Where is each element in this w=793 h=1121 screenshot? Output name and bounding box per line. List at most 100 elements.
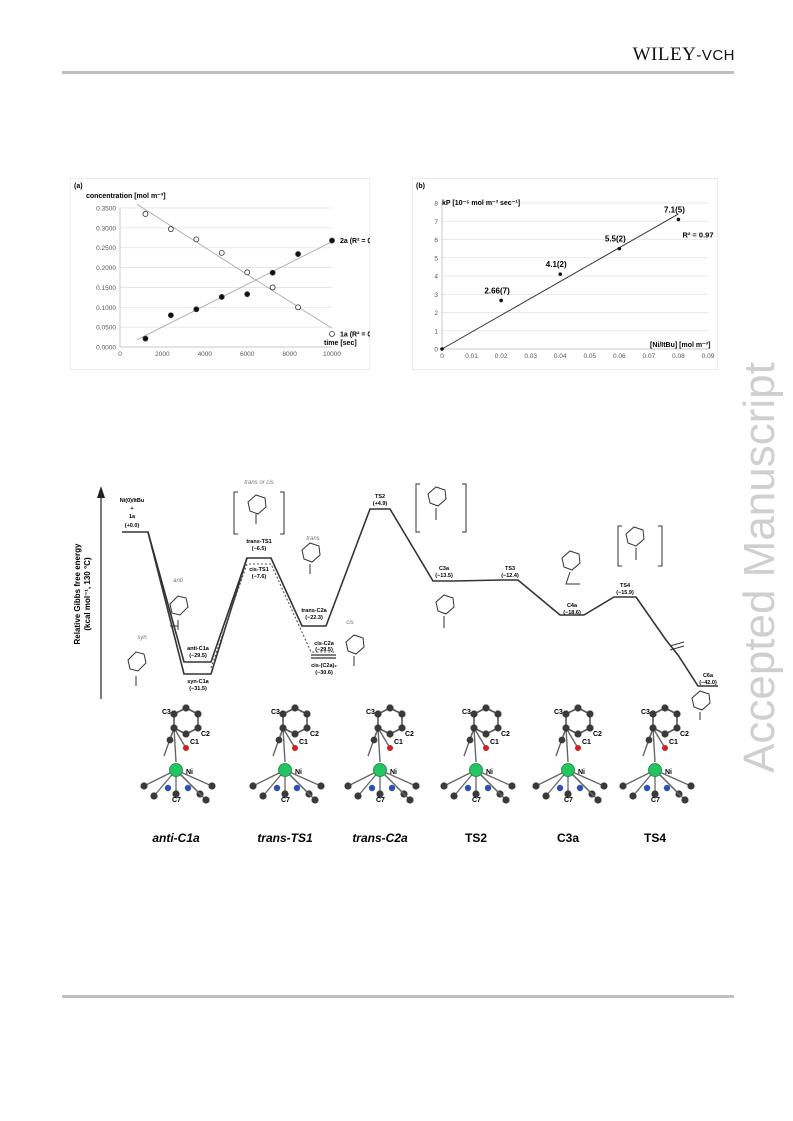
atom-label-ni: Ni (665, 769, 672, 776)
y-tick-label: 0.2000 (96, 265, 116, 272)
carbon-atom (574, 704, 582, 712)
bond (652, 727, 656, 763)
atom-label-c2: C2 (310, 731, 319, 738)
carbon-atom (194, 710, 202, 718)
x-tick-label: 8000 (282, 351, 297, 358)
atom-label-ni: Ni (295, 769, 302, 776)
atom-label-c7: C7 (651, 797, 660, 804)
x-tick-label: 0.08 (672, 353, 685, 360)
carbon-atom (311, 796, 319, 804)
state-label-anti-c1a: anti-C1a (187, 646, 210, 652)
nickel-atom (561, 763, 575, 777)
x-tick-label: 4000 (198, 351, 213, 358)
r-squared-annotation: R² = 0.97 (682, 230, 713, 239)
x-tick-label: 0 (440, 353, 444, 360)
atom-label-c2: C2 (593, 731, 602, 738)
state-value-ts3: (−12.4) (501, 573, 519, 579)
header-rule (62, 71, 734, 74)
x-axis-title: [Ni/ItBu] [mol m⁻³] (650, 342, 710, 349)
data-point (676, 217, 681, 222)
carbon-atom (562, 724, 570, 732)
oxygen-atom (483, 745, 489, 751)
data-point-2a (244, 291, 251, 298)
carbon-atom (182, 704, 190, 712)
x-tick-label: 0.06 (613, 353, 626, 360)
state-value-c4a: (−18.6) (563, 610, 581, 616)
state-value-syn-c1a: (−31.5) (189, 686, 207, 692)
tag-trans-or-cis: trans or cis (244, 480, 273, 486)
state-label-start-1a: 1a (129, 514, 136, 520)
carbon-atom (275, 736, 283, 744)
carbon-atom (303, 724, 311, 732)
y-tick-label: 0.2500 (96, 245, 116, 252)
structure-caption: C3a (557, 831, 579, 845)
nitrogen-atom (556, 784, 564, 792)
atom-label-c7: C7 (472, 797, 481, 804)
data-point-1a (244, 269, 251, 276)
data-point-1a (167, 226, 174, 232)
carbon-atom (398, 724, 406, 732)
state-label-trans-c2a: trans-C2a (301, 608, 327, 614)
atom-label-c3: C3 (366, 709, 375, 716)
bond (282, 727, 286, 763)
molecule-sketch-c4a (561, 550, 581, 585)
state-value-ts2: (+4.9) (373, 501, 388, 507)
structure-caption: trans-TS1 (257, 831, 313, 845)
carbon-atom (470, 724, 478, 732)
tag-trans: trans (306, 536, 319, 542)
oxygen-atom (575, 745, 581, 751)
bond (565, 727, 579, 749)
y-tick-label: 0 (434, 347, 438, 354)
x-tick-label: 0.05 (583, 353, 596, 360)
structures-panel: Ni C7 C2 C3 C1 anti-C1a Ni C7 C2 C3 C1 trans-TS1 Ni C… (120, 700, 720, 850)
atom-label-c3: C3 (462, 709, 471, 716)
y-tick-label: 6 (434, 237, 438, 244)
molecule-sketch-c3a (435, 594, 455, 628)
oxygen-atom (662, 745, 668, 751)
molecule-sketch-ts4 (617, 525, 663, 567)
carbon-atom (406, 796, 414, 804)
carbon-atom (574, 730, 582, 738)
molecule-sketch-cis-c2a (345, 634, 365, 666)
state-label-ts2: TS2 (375, 494, 385, 500)
data-point-1a (218, 249, 225, 256)
structure-4: Ni C7 C2 C3 C1 TS2 (440, 704, 516, 845)
state-value-cis-ts1: (−7.6) (252, 574, 267, 580)
carbon-atom (398, 710, 406, 718)
x-tick-label: 2000 (155, 351, 170, 358)
y-axis-title: kP [10⁻⁵ mol m⁻³ sec⁻¹] (442, 200, 520, 207)
state-label-trans-ts1: trans-TS1 (246, 539, 271, 545)
carbon-atom (687, 782, 695, 790)
atom-label-ni: Ni (578, 769, 585, 776)
carbon-atom (172, 790, 180, 798)
x-tick-label: 6000 (240, 351, 255, 358)
carbon-atom (673, 710, 681, 718)
energy-ylabel-line2: (kcal mol⁻¹, 130 °C) (83, 557, 92, 631)
carbon-atom (594, 796, 602, 804)
nickel-atom (469, 763, 483, 777)
publisher-logo: WILEY-VCH (632, 44, 735, 65)
data-point (440, 347, 444, 351)
y-tick-label: 0.1500 (96, 285, 116, 292)
atom-label-ni: Ni (186, 769, 193, 776)
bond (652, 727, 666, 749)
nickel-atom (373, 763, 387, 777)
nitrogen-atom (368, 784, 376, 792)
atom-label-c1: C1 (299, 739, 308, 746)
carbon-atom (374, 710, 382, 718)
carbon-atom (649, 710, 657, 718)
carbon-atom (494, 710, 502, 718)
bond (282, 727, 296, 749)
nitrogen-atom (184, 784, 192, 792)
nitrogen-atom (663, 784, 671, 792)
carbon-atom (376, 790, 384, 798)
atom-label-c3: C3 (271, 709, 280, 716)
molecule-sketch-c6a (691, 690, 711, 720)
carbon-atom (291, 704, 299, 712)
nickel-atom (648, 763, 662, 777)
carbon-atom (629, 792, 637, 800)
oxygen-atom (387, 745, 393, 751)
carbon-atom (470, 710, 478, 718)
energy-anti-branch (147, 531, 248, 663)
state-value-ts4: (−15.9) (616, 590, 634, 596)
